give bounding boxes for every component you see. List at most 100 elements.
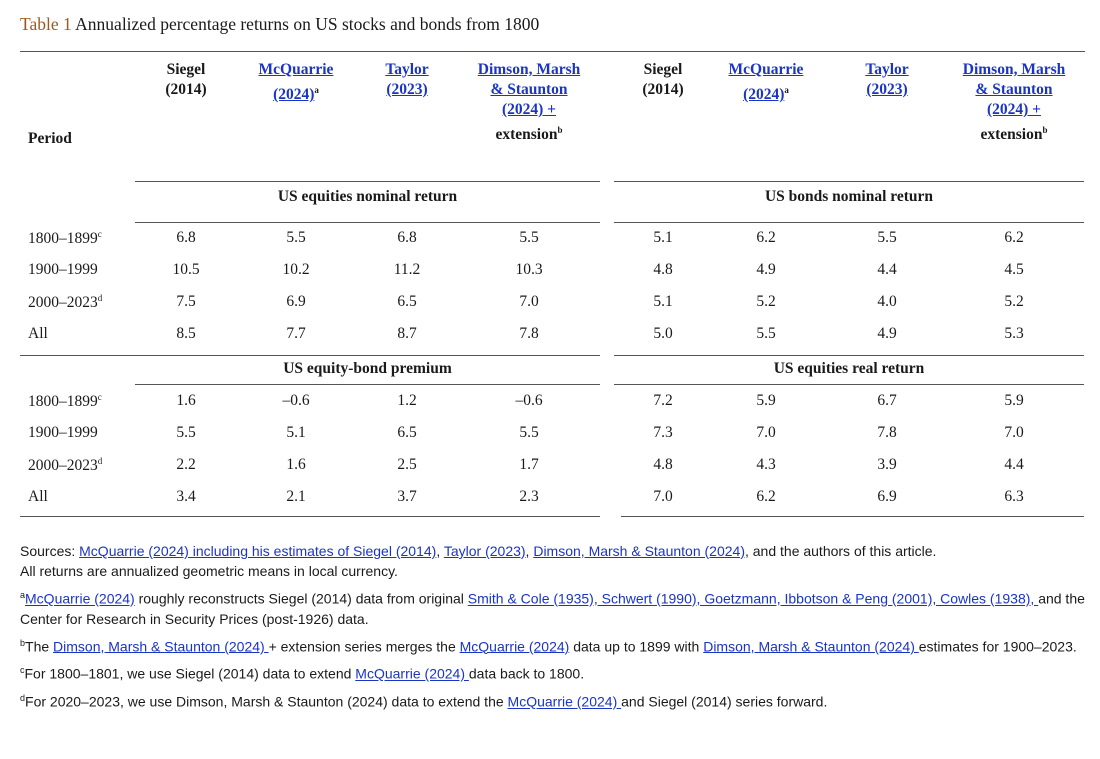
footnote-marker: b <box>557 125 563 135</box>
table-cell: 2.2 <box>176 456 196 473</box>
section-title-equity-bond-premium: US equity-bond premium <box>283 360 452 377</box>
table-cell: 5.9 <box>1004 392 1024 409</box>
reference-link[interactable]: McQuarrie (2024) <box>25 590 135 607</box>
sources-note: Sources: McQuarrie (2024) including his … <box>20 543 937 559</box>
table-cell: 5.5 <box>286 229 306 246</box>
reference-link[interactable]: Dimson, Marsh & Staunton (2024) <box>703 638 919 655</box>
table-cell: 1.2 <box>397 392 417 409</box>
table-cell: 4.5 <box>1004 261 1024 278</box>
bottom-rule <box>20 516 600 517</box>
column-header[interactable]: McQuarrie (2024)a <box>258 61 334 104</box>
table-cell: 5.1 <box>286 424 306 441</box>
footnote-a: aMcQuarrie (2024) roughly reconstructs S… <box>20 590 1085 627</box>
table-notes: Sources: McQuarrie (2024) including his … <box>20 541 1085 712</box>
section-rule <box>135 181 600 182</box>
footnote-marker: a <box>314 85 319 95</box>
table-cell: 5.1 <box>653 293 673 310</box>
geometric-means-note: All returns are annualized geometric mea… <box>20 563 398 579</box>
table-cell: 5.5 <box>519 229 539 246</box>
row-label: 1800–1899c <box>28 229 102 248</box>
footnote-marker: c <box>97 392 102 402</box>
section-title-bonds-nominal: US bonds nominal return <box>764 188 934 205</box>
footnote-d: dFor 2020–2023, we use Dimson, Marsh & S… <box>20 692 828 710</box>
footnote-marker: d <box>97 456 103 466</box>
table-caption: Table 1 Annualized percentage returns on… <box>20 14 539 35</box>
bottom-rule <box>621 516 1084 517</box>
column-header[interactable]: McQuarrie (2024)a <box>728 61 804 104</box>
table-cell: –0.6 <box>282 392 310 409</box>
reference-link[interactable]: McQuarrie (2024) <box>507 693 622 710</box>
table-cell: 6.5 <box>397 293 417 310</box>
reference-link[interactable]: Smith & Cole (1935), Schwert (1990), Goe… <box>467 590 1039 607</box>
source-link[interactable]: Dimson, Marsh & Staunton (2024) <box>533 543 745 559</box>
table-cell: 2.5 <box>397 456 417 473</box>
reference-link[interactable]: McQuarrie (2024) <box>355 665 469 682</box>
table-cell: 7.0 <box>1004 424 1024 441</box>
table-cell: 4.9 <box>756 261 776 278</box>
section-rule <box>135 222 600 223</box>
table-cell: 5.5 <box>877 229 897 246</box>
section-rule <box>135 384 600 385</box>
column-header[interactable]: Dimson, Marsh & Staunton (2024) + extension… <box>477 61 581 144</box>
table-cell: 5.5 <box>176 424 196 441</box>
row-label: 1800–1899c <box>28 392 102 411</box>
table-cell: –0.6 <box>515 392 543 409</box>
reference-link[interactable]: McQuarrie (2024) <box>459 638 570 655</box>
footnote-marker: a <box>784 85 789 95</box>
table-cell: 1.7 <box>519 456 539 473</box>
table-cell: 3.7 <box>397 488 417 505</box>
reference-link[interactable]: Dimson, Marsh & Staunton (2024) <box>53 638 269 655</box>
column-header[interactable]: Dimson, Marsh & Staunton (2024) + extension… <box>962 61 1066 144</box>
table-cell: 7.0 <box>756 424 776 441</box>
row-label: All <box>28 488 48 505</box>
table-cell: 5.1 <box>653 229 673 246</box>
table-cell: 5.5 <box>519 424 539 441</box>
column-header[interactable]: Taylor (2023) <box>865 61 909 98</box>
table-cell: 4.3 <box>756 456 776 473</box>
section-rule <box>614 384 1084 385</box>
table-cell: 10.2 <box>282 261 310 278</box>
column-header: Siegel (2014) <box>642 61 684 98</box>
footnote-b: bThe Dimson, Marsh & Staunton (2024) + e… <box>20 637 1077 655</box>
table-cell: 6.2 <box>756 229 776 246</box>
table-cell: 7.8 <box>877 424 897 441</box>
table-cell: 4.4 <box>877 261 897 278</box>
table-number: Table 1 <box>20 14 72 34</box>
section-rule <box>614 222 1084 223</box>
table-cell: 7.8 <box>519 325 539 342</box>
table-cell: 7.0 <box>519 293 539 310</box>
table-cell: 6.5 <box>397 424 417 441</box>
section-rule <box>20 355 600 356</box>
table-cell: 4.8 <box>653 261 673 278</box>
table-cell: 4.8 <box>653 456 673 473</box>
table-cell: 10.5 <box>172 261 200 278</box>
footnote-c: cFor 1800–1801, we use Siegel (2014) dat… <box>20 665 585 682</box>
footnote-marker: b <box>1042 125 1048 135</box>
table-cell: 3.4 <box>176 488 196 505</box>
table-cell: 7.7 <box>286 325 306 342</box>
row-label: 1900–1999 <box>28 261 98 278</box>
table-title: Annualized percentage returns on US stoc… <box>71 14 540 34</box>
table-cell: 2.3 <box>519 488 539 505</box>
section-rule <box>614 181 1084 182</box>
footnote-marker: c <box>97 229 102 239</box>
table-cell: 6.2 <box>756 488 776 505</box>
table-cell: 6.8 <box>176 229 196 246</box>
table-cell: 1.6 <box>176 392 196 409</box>
table-cell: 10.3 <box>515 261 543 278</box>
table-cell: 7.0 <box>653 488 673 505</box>
table-cell: 11.2 <box>393 261 421 278</box>
footnote-marker: d <box>97 293 103 303</box>
table-cell: 6.9 <box>286 293 306 310</box>
source-link[interactable]: McQuarrie (2024) including his estimates… <box>79 543 437 559</box>
row-label: 2000–2023d <box>28 293 103 312</box>
column-header[interactable]: Taylor (2023) <box>385 61 429 98</box>
section-title-equities-nominal: US equities nominal return <box>277 188 458 205</box>
table-cell: 2.1 <box>286 488 306 505</box>
row-label: 1900–1999 <box>28 424 98 441</box>
source-link[interactable]: Taylor (2023) <box>443 543 526 559</box>
table-cell: 6.3 <box>1004 488 1024 505</box>
table-cell: 5.0 <box>653 325 673 342</box>
table-cell: 8.5 <box>176 325 196 342</box>
table-cell: 5.2 <box>1004 293 1024 310</box>
